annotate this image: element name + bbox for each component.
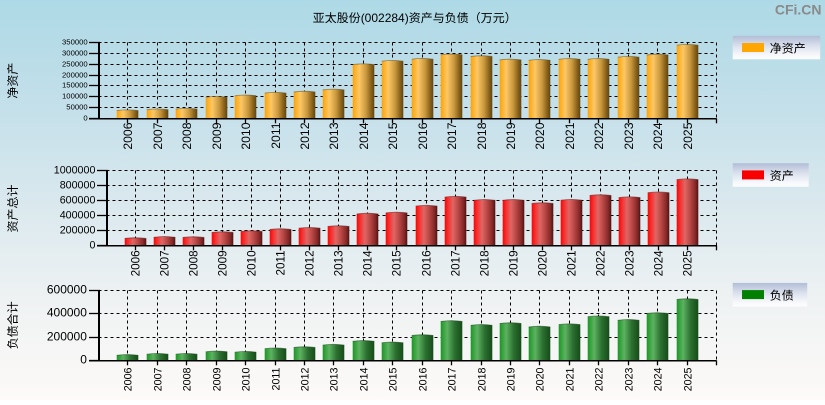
svg-text:400000: 400000 [60,210,96,222]
svg-text:800000: 800000 [60,180,96,192]
svg-text:2016: 2016 [416,122,430,149]
svg-text:CFi.CN: CFi.CN [775,1,822,17]
svg-text:2019: 2019 [504,122,518,149]
svg-text:2014: 2014 [362,250,375,277]
svg-text:2012: 2012 [298,122,312,149]
svg-text:2022: 2022 [592,122,606,149]
svg-text:2020: 2020 [537,250,550,277]
svg-text:600000: 600000 [47,283,87,297]
svg-text:2017: 2017 [445,122,459,149]
svg-text:2008: 2008 [188,250,201,276]
svg-text:2023: 2023 [623,367,635,391]
svg-text:0: 0 [89,240,95,252]
svg-text:2011: 2011 [270,367,282,390]
svg-text:250000: 250000 [62,59,88,68]
svg-text:1000000: 1000000 [54,165,96,177]
svg-text:2017: 2017 [446,367,458,391]
svg-text:2016: 2016 [417,367,429,391]
svg-text:2006: 2006 [130,250,143,276]
svg-text:2009: 2009 [217,250,230,276]
svg-text:2009: 2009 [211,367,223,391]
svg-text:2012: 2012 [304,250,317,276]
svg-text:2021: 2021 [564,367,576,391]
svg-text:2025: 2025 [681,122,695,149]
svg-text:600000: 600000 [60,195,96,207]
svg-text:2018: 2018 [479,250,492,276]
svg-text:2008: 2008 [181,367,193,391]
svg-text:(002284): (002284) [361,11,409,25]
svg-text:200000: 200000 [60,225,96,237]
svg-text:2025: 2025 [682,250,695,277]
svg-text:2024: 2024 [652,367,664,391]
svg-text:2011: 2011 [269,122,283,148]
svg-text:0: 0 [80,353,87,367]
svg-text:2015: 2015 [387,367,399,391]
svg-text:2022: 2022 [593,367,605,391]
svg-text:2013: 2013 [333,250,346,276]
svg-text:2010: 2010 [240,367,252,391]
svg-text:2006: 2006 [121,122,135,149]
svg-text:0: 0 [83,113,87,122]
svg-text:2024: 2024 [651,122,665,149]
svg-text:200000: 200000 [62,70,88,79]
svg-text:2015: 2015 [391,250,404,277]
svg-text:2010: 2010 [246,250,259,277]
svg-text:50000: 50000 [66,102,87,111]
svg-text:2009: 2009 [210,122,224,149]
svg-text:2023: 2023 [624,250,637,276]
svg-text:2007: 2007 [159,250,172,276]
svg-text:2023: 2023 [622,122,636,149]
svg-text:2010: 2010 [239,122,253,149]
svg-text:100000: 100000 [62,91,88,100]
svg-text:2015: 2015 [386,122,400,149]
svg-text:2006: 2006 [122,367,134,391]
svg-text:2021: 2021 [566,250,579,276]
svg-text:2018: 2018 [475,122,489,149]
svg-text:2011: 2011 [275,250,288,275]
svg-text:2013: 2013 [327,122,341,149]
svg-text:150000: 150000 [62,80,88,89]
svg-text:400000: 400000 [47,306,87,320]
svg-text:2020: 2020 [534,367,546,391]
svg-text:2014: 2014 [358,367,370,391]
svg-text:2007: 2007 [151,122,165,149]
svg-text:2017: 2017 [450,250,463,276]
svg-text:200000: 200000 [47,330,87,344]
svg-text:2020: 2020 [533,122,547,149]
svg-text:350000: 350000 [62,37,88,46]
svg-text:2024: 2024 [653,250,666,277]
svg-text:2012: 2012 [299,367,311,391]
svg-text:2014: 2014 [357,122,371,149]
svg-text:2016: 2016 [421,250,434,276]
svg-text:2019: 2019 [508,250,521,276]
svg-text:2013: 2013 [328,367,340,391]
svg-text:2025: 2025 [682,367,694,391]
svg-text:2018: 2018 [476,367,488,391]
svg-text:2008: 2008 [180,122,194,149]
svg-text:300000: 300000 [62,48,88,57]
svg-text:2021: 2021 [563,122,577,149]
svg-text:2019: 2019 [505,367,517,391]
svg-text:2022: 2022 [595,250,608,276]
svg-text:2007: 2007 [152,367,164,391]
